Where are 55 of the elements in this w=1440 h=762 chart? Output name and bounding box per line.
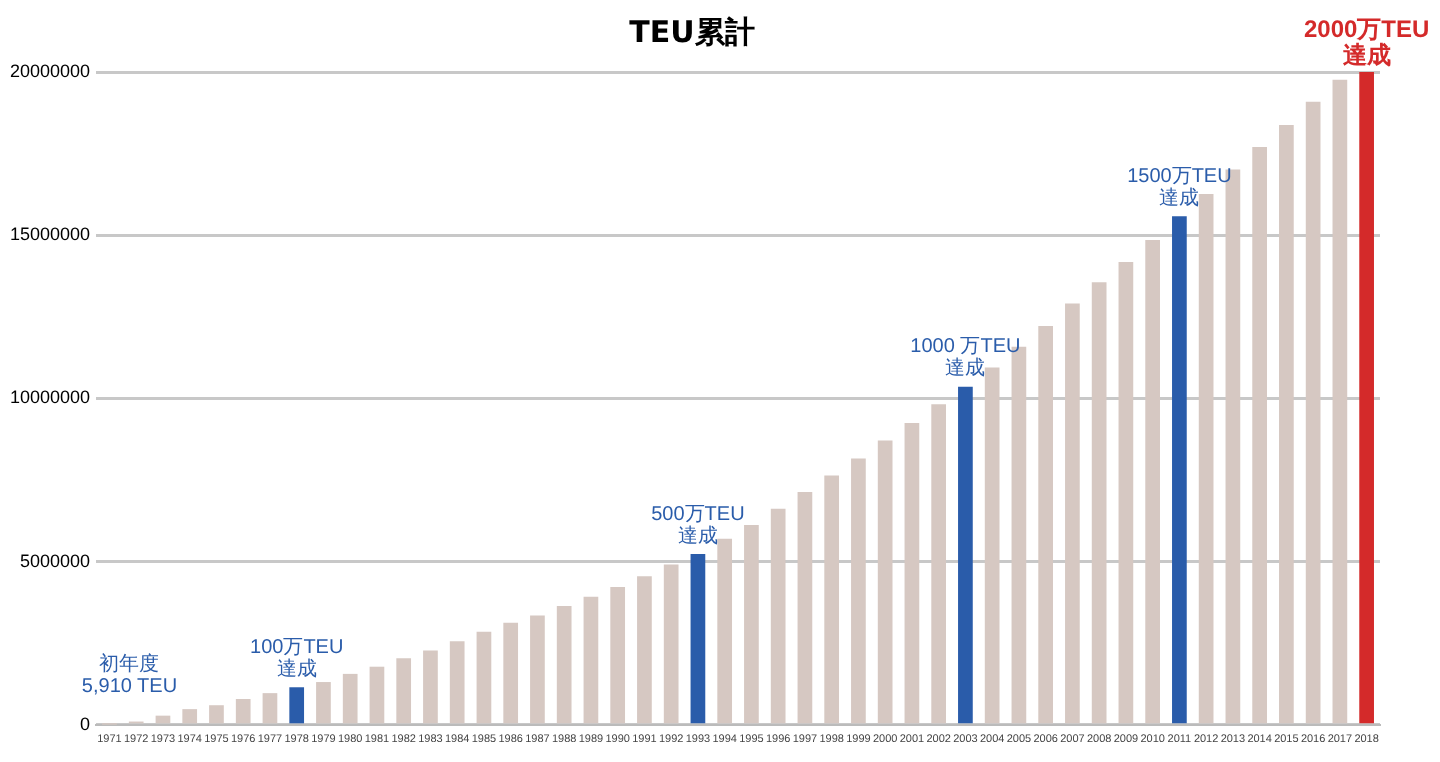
bar [1145, 240, 1160, 724]
bar [1091, 282, 1107, 724]
bar [637, 576, 652, 724]
bar [1252, 147, 1267, 724]
bar [342, 673, 358, 724]
y-tick-label: 0 [80, 713, 91, 734]
bar [931, 404, 947, 724]
bar [556, 605, 572, 724]
bar [1359, 72, 1374, 724]
bar [984, 367, 1000, 724]
bar [182, 709, 198, 724]
bar [824, 475, 840, 724]
bar [209, 705, 224, 724]
bar [663, 564, 679, 724]
bar [717, 538, 733, 724]
bar [423, 650, 438, 724]
bar [1198, 194, 1214, 724]
bar [289, 687, 305, 724]
bar [1305, 101, 1321, 724]
annotation: 500万TEU 達成 [651, 503, 745, 548]
bar [1172, 216, 1187, 724]
bar [610, 587, 626, 724]
bar [1038, 325, 1053, 724]
bar [396, 658, 412, 724]
bar [503, 622, 519, 724]
y-tick-label: 20000000 [9, 60, 91, 81]
annotation: 初年度 5,910 TEU [81, 652, 178, 699]
bar [449, 641, 465, 724]
bar [958, 386, 973, 724]
bar [476, 631, 492, 724]
bar [1279, 124, 1294, 724]
bar [583, 596, 599, 724]
bar [770, 508, 786, 724]
bar [877, 440, 893, 724]
annotation: 2000万TEU 達成 [1303, 14, 1430, 69]
bar [1332, 79, 1348, 724]
bar [262, 693, 278, 724]
bar [797, 492, 813, 724]
bar [744, 525, 759, 724]
bar [904, 422, 920, 724]
chart-title: TEU累計 [629, 13, 755, 50]
bar [1118, 261, 1134, 724]
bar [530, 615, 545, 724]
annotation: 1500万TEU 達成 [1127, 165, 1232, 210]
bar [235, 699, 251, 724]
y-tick-label: 10000000 [9, 387, 91, 408]
y-tick-label: 5000000 [19, 550, 91, 571]
bar [316, 682, 331, 724]
bar [369, 666, 385, 724]
bar [690, 554, 706, 724]
annotation: 100万TEU 達成 [250, 636, 344, 681]
bar [1065, 303, 1080, 724]
bar [851, 458, 866, 724]
annotation: 1000 万TEU 達成 [910, 336, 1021, 381]
y-tick-label: 15000000 [9, 224, 91, 245]
